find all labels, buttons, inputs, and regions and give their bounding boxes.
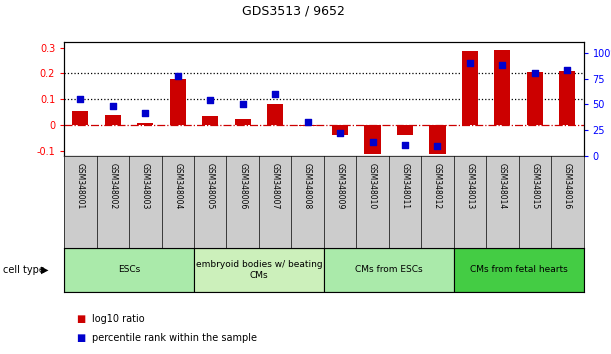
Text: CMs from fetal hearts: CMs from fetal hearts <box>470 266 568 274</box>
Text: GSM348014: GSM348014 <box>498 163 507 209</box>
Point <box>205 97 215 103</box>
Point <box>497 62 507 68</box>
Text: GSM348008: GSM348008 <box>303 163 312 209</box>
Point <box>530 70 540 76</box>
Text: GSM348013: GSM348013 <box>466 163 474 209</box>
Point <box>141 110 150 115</box>
Text: GSM348016: GSM348016 <box>563 163 572 209</box>
Point <box>400 143 410 148</box>
Text: GSM348002: GSM348002 <box>108 163 117 209</box>
Bar <box>364 125 381 154</box>
Bar <box>137 123 153 125</box>
Bar <box>235 119 251 125</box>
Text: CMs from ESCs: CMs from ESCs <box>355 266 423 274</box>
Point <box>302 119 312 125</box>
Point <box>108 103 118 109</box>
Text: percentile rank within the sample: percentile rank within the sample <box>92 333 257 343</box>
Point <box>433 144 442 149</box>
Text: ▶: ▶ <box>41 265 48 275</box>
Text: ■: ■ <box>76 333 86 343</box>
Text: GSM348011: GSM348011 <box>400 163 409 209</box>
Text: GSM348009: GSM348009 <box>335 163 345 210</box>
Point <box>335 130 345 136</box>
Text: GSM348005: GSM348005 <box>206 163 214 210</box>
Bar <box>299 125 316 126</box>
Text: ESCs: ESCs <box>118 266 140 274</box>
Bar <box>462 51 478 125</box>
Text: cell type: cell type <box>3 265 45 275</box>
Bar <box>64 248 194 292</box>
Bar <box>202 116 218 125</box>
Point <box>368 139 378 145</box>
Point <box>270 91 280 97</box>
Bar <box>194 248 324 292</box>
Bar <box>494 50 510 125</box>
Text: GSM348006: GSM348006 <box>238 163 247 210</box>
Text: GSM348001: GSM348001 <box>76 163 85 209</box>
Point <box>562 68 572 73</box>
Text: GSM348003: GSM348003 <box>141 163 150 210</box>
Bar <box>72 111 89 125</box>
Point <box>173 74 183 79</box>
Bar <box>430 125 445 154</box>
Bar <box>170 79 186 125</box>
Text: log10 ratio: log10 ratio <box>92 314 144 324</box>
Text: GSM348015: GSM348015 <box>530 163 540 209</box>
Bar <box>559 71 576 125</box>
Bar <box>453 248 584 292</box>
Text: GSM348007: GSM348007 <box>271 163 280 210</box>
Text: embryoid bodies w/ beating
CMs: embryoid bodies w/ beating CMs <box>196 260 322 280</box>
Text: GDS3513 / 9652: GDS3513 / 9652 <box>242 5 345 18</box>
Text: GSM348010: GSM348010 <box>368 163 377 209</box>
Point <box>238 102 247 107</box>
Bar <box>324 248 453 292</box>
Point <box>465 60 475 66</box>
Text: GSM348004: GSM348004 <box>174 163 182 210</box>
Bar <box>267 104 284 125</box>
Bar <box>527 72 543 125</box>
Bar <box>397 125 413 135</box>
Bar <box>104 115 121 125</box>
Point <box>76 96 86 102</box>
Bar <box>332 125 348 135</box>
Text: GSM348012: GSM348012 <box>433 163 442 209</box>
Text: ■: ■ <box>76 314 86 324</box>
